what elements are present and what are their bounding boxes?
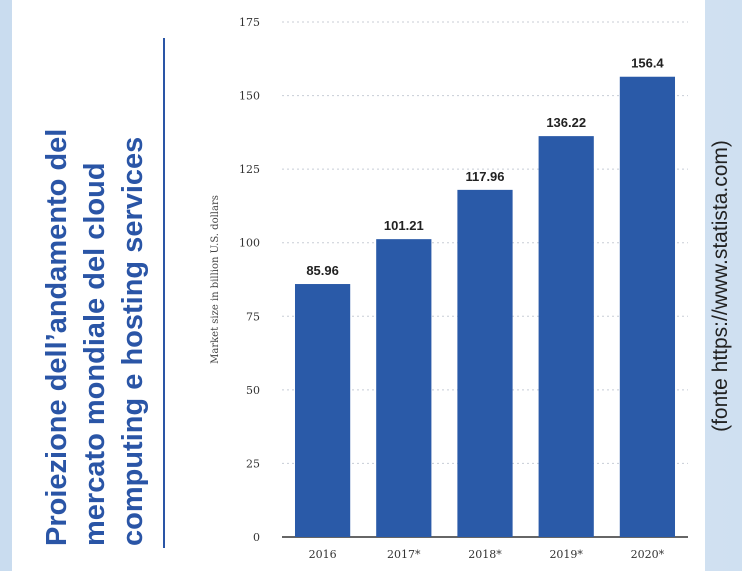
y-tick-label: 25 [246,457,260,470]
data-label: 101.21 [384,218,424,233]
data-label: 136.22 [546,115,586,130]
bar-2019 [538,136,594,537]
source-note: (fonte https://www.statista.com) [700,0,742,571]
y-tick-label: 125 [239,163,260,176]
source-text: (fonte https://www.statista.com) [709,139,732,432]
y-tick-label: 175 [239,16,260,29]
y-tick-label: 50 [246,384,260,397]
title-line-3: computing e hosting services [117,136,149,546]
x-tick-label: 2017* [387,548,421,561]
x-tick-label: 2020* [631,548,665,561]
y-tick-label: 0 [253,531,260,544]
bar-chart: 0 25 50 75 100 125 150 175 Market size in billio… [210,16,688,561]
data-label: 85.96 [306,263,339,278]
x-tick-label: 2016 [309,548,337,561]
data-label: 156.4 [631,56,664,71]
y-tick-label: 150 [239,90,260,103]
bar-2020 [619,76,676,537]
y-tick-label: 75 [246,310,260,323]
bar-2016 [294,284,351,537]
data-label: 117.96 [465,169,504,184]
x-tick-label: 2018* [468,548,502,561]
y-axis-label: Market size in billion U.S. dollars [210,195,221,364]
slide-title: Proiezione dell’andamento del mercato mo… [20,26,170,546]
title-divider [163,38,165,548]
title-line-1: Proiezione dell’andamento del [41,128,73,546]
bar-2018 [457,189,513,537]
title-line-2: mercato mondiale del cloud [79,162,111,546]
y-tick-label: 100 [239,237,260,250]
bar-2017 [376,239,432,537]
x-tick-label: 2019* [549,548,583,561]
